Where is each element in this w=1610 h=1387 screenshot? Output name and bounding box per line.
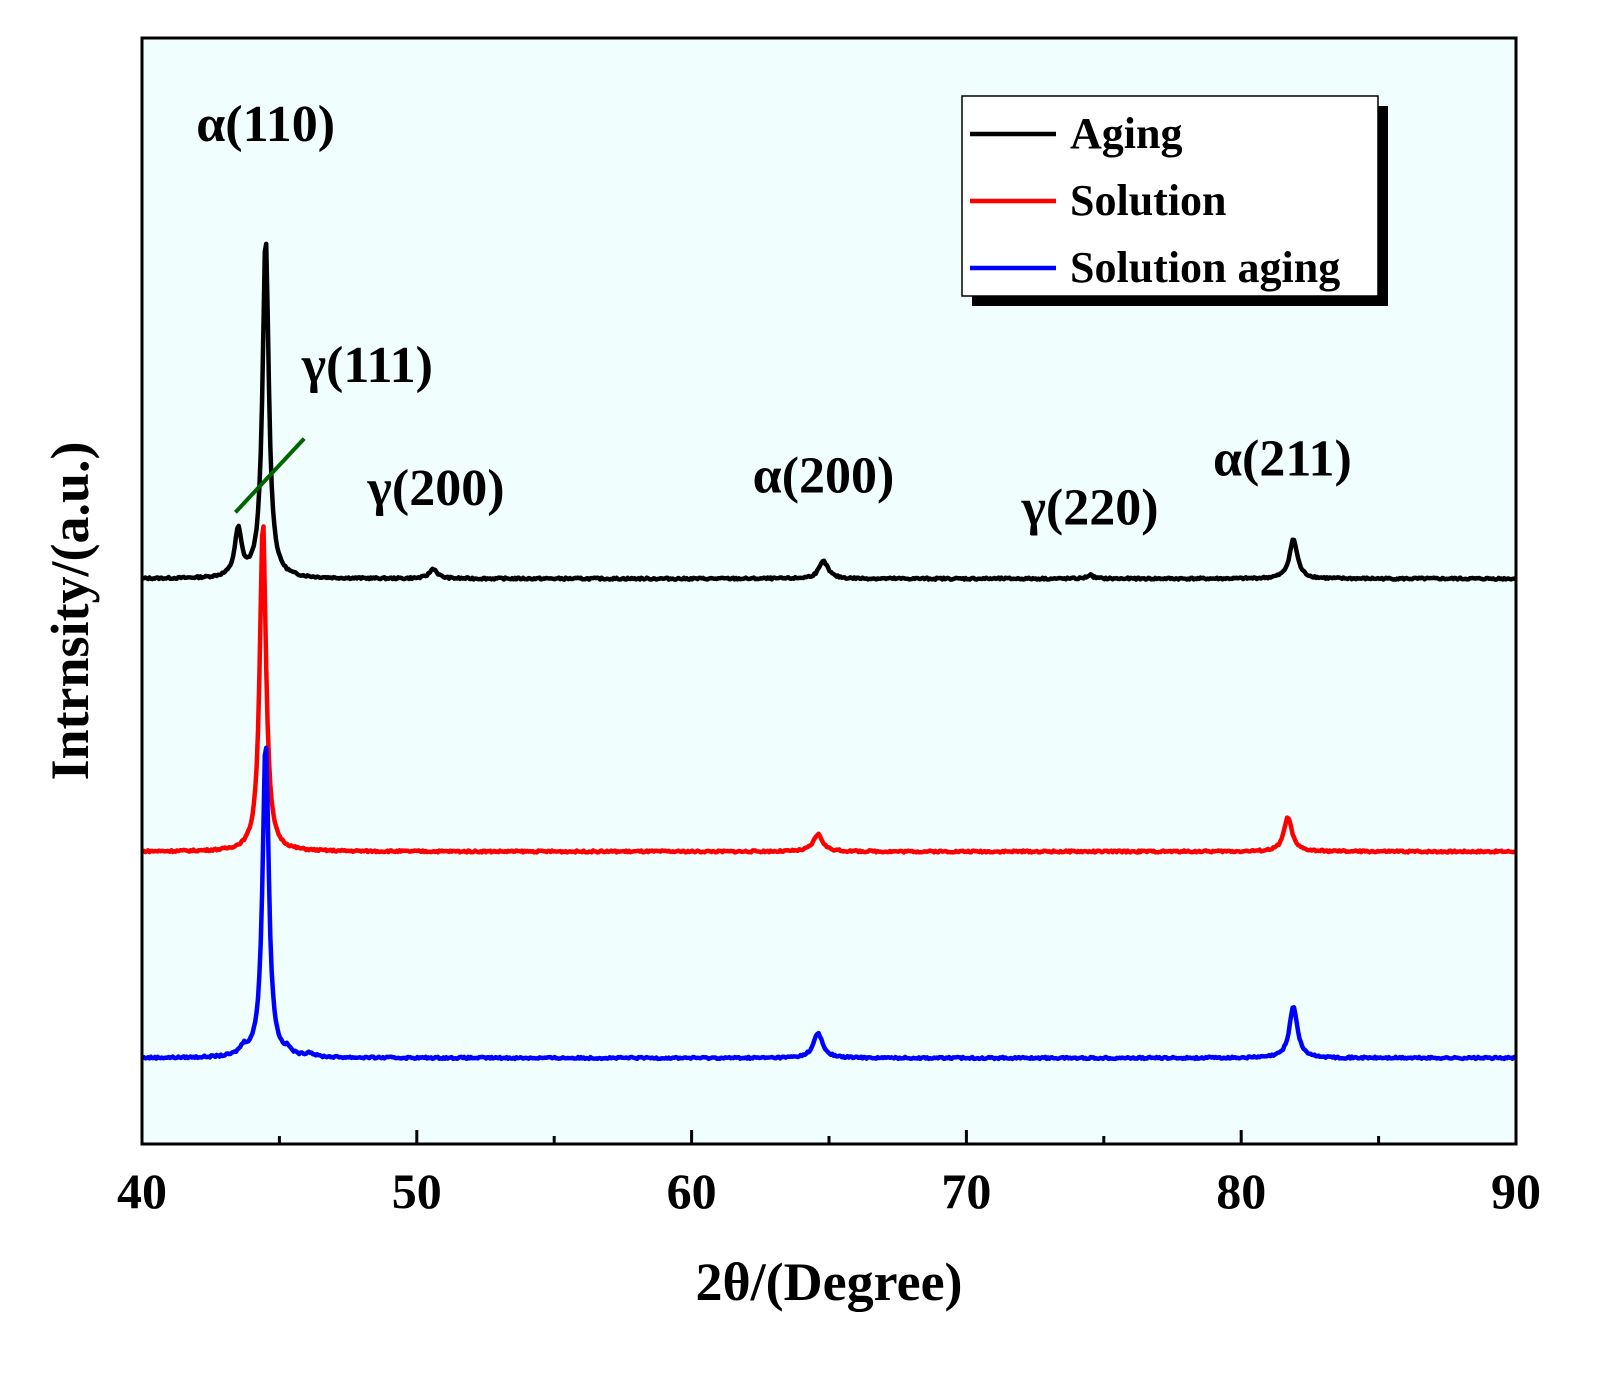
ticks-layer: 40 50 60 70 80 90 <box>117 1130 1541 1219</box>
annotation-layer: α(110) γ(111) γ(200) α(200) γ(220) α(211) <box>196 96 1352 536</box>
x-tick-label: 70 <box>941 1163 991 1219</box>
x-tick-label: 80 <box>1216 1163 1266 1219</box>
series-line-1 <box>141 241 1517 582</box>
series-line-3 <box>141 745 1517 1062</box>
peak-label: α(200) <box>753 448 895 505</box>
series-line-2 <box>141 524 1517 855</box>
legend-box <box>961 95 1379 297</box>
peak-label: γ(111) <box>301 337 433 394</box>
x-axis-title: 2θ/(Degree) <box>695 1252 962 1312</box>
x-tick-label: 40 <box>117 1163 167 1219</box>
x-tick-label: 90 <box>1491 1163 1541 1219</box>
x-tick-label: 50 <box>392 1163 442 1219</box>
peak-label: γ(200) <box>367 460 505 517</box>
series-layer <box>141 241 1517 1062</box>
legend-label: Aging <box>1070 109 1182 158</box>
legend-label: Solution <box>1070 176 1227 225</box>
peak-label: α(110) <box>196 96 335 153</box>
peak-label: γ(220) <box>1021 480 1159 537</box>
peak-label: α(211) <box>1213 430 1352 487</box>
legend: Aging Solution Solution aging <box>961 95 1388 306</box>
y-axis-title: Intrnsity/(a.u.) <box>40 441 100 780</box>
x-tick-label: 60 <box>667 1163 717 1219</box>
legend-label: Solution aging <box>1070 243 1340 292</box>
plot-frame <box>140 36 1518 1146</box>
annotation-pointer-line <box>233 437 306 514</box>
